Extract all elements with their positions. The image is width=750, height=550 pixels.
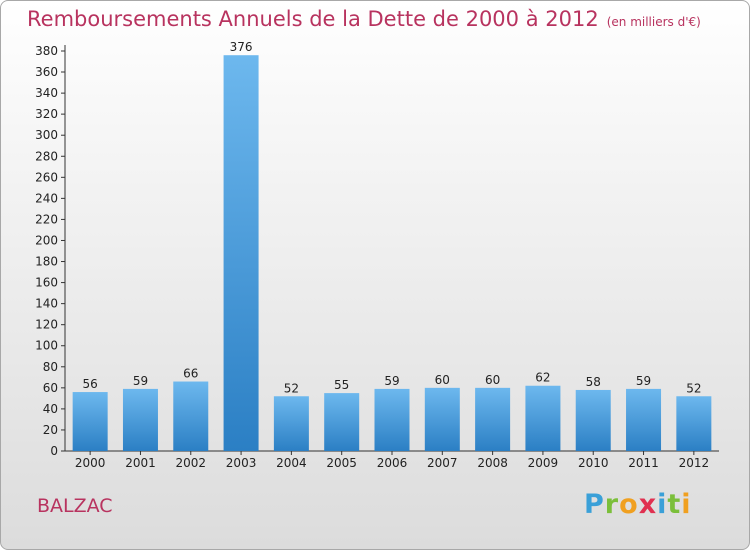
x-tick-label: 2004	[276, 456, 307, 470]
y-tick-label: 120	[35, 318, 58, 332]
data-label: 59	[384, 374, 399, 388]
x-tick-label: 2008	[477, 456, 508, 470]
y-tick-label: 220	[35, 212, 58, 226]
y-tick-label: 280	[35, 149, 58, 163]
data-label: 59	[636, 374, 651, 388]
data-label: 60	[485, 373, 500, 387]
data-label: 62	[535, 371, 550, 385]
commune-name: BALZAC	[37, 495, 113, 517]
data-label: 55	[334, 378, 349, 392]
bar	[273, 396, 309, 451]
data-label: 52	[284, 381, 299, 395]
y-tick-label: 140	[35, 297, 58, 311]
unit-note: (en milliers d'€)	[606, 15, 701, 29]
y-tick-label: 340	[35, 86, 58, 100]
x-tick-label: 2012	[679, 456, 710, 470]
logo-letter: P	[584, 489, 605, 520]
x-tick-label: 2011	[628, 456, 659, 470]
y-tick-label: 320	[35, 107, 58, 121]
bar	[525, 385, 561, 451]
x-tick-label: 2003	[226, 456, 257, 470]
bars	[72, 55, 712, 452]
x-tick-label: 2002	[175, 456, 206, 470]
data-label: 52	[686, 381, 701, 395]
y-tick-label: 380	[35, 44, 58, 58]
x-tick-label: 2009	[528, 456, 559, 470]
x-tick-label: 2010	[578, 456, 609, 470]
bar	[626, 388, 662, 451]
logo-letter: i	[657, 489, 668, 520]
chart-title: Remboursements Annuels de la Dette de 20…	[27, 7, 701, 31]
y-tick-label: 200	[35, 233, 58, 247]
y-tick-label: 60	[43, 381, 58, 395]
bar	[173, 381, 209, 451]
data-label: 60	[435, 373, 450, 387]
y-tick-label: 260	[35, 170, 58, 184]
y-tick-label: 80	[43, 360, 58, 374]
logo-letter: o	[619, 489, 639, 520]
x-tick-label: 2006	[377, 456, 408, 470]
bar	[424, 387, 460, 451]
bar	[72, 392, 108, 451]
y-tick-label: 100	[35, 339, 58, 353]
data-label: 59	[133, 374, 148, 388]
data-label: 376	[230, 40, 253, 54]
y-tick-label: 160	[35, 276, 58, 290]
value-labels: 56 59 66 376 52 55 59 60 60 62 58 59 52	[83, 40, 702, 395]
bar	[223, 55, 259, 452]
x-tick-label: 2001	[125, 456, 156, 470]
logo-letter: x	[638, 489, 658, 520]
logo-letter: t	[667, 489, 682, 520]
bar	[324, 393, 360, 451]
y-tick-label: 180	[35, 255, 58, 269]
logo-letter: i	[681, 489, 692, 520]
y-tick-label: 20	[43, 423, 58, 437]
title-text: Remboursements Annuels de la Dette de 20…	[27, 7, 599, 31]
bar	[122, 388, 158, 451]
logo-letter: r	[604, 489, 620, 520]
data-label: 56	[83, 377, 98, 391]
bar	[374, 388, 410, 451]
y-tick-label: 360	[35, 65, 58, 79]
x-tick-label: 2005	[326, 456, 357, 470]
proxiti-logo: Proxiti	[584, 489, 692, 520]
y-tick-label: 0	[50, 444, 58, 458]
x-tick-label: 2000	[75, 456, 106, 470]
bar	[575, 389, 611, 451]
x-tick-label: 2007	[427, 456, 458, 470]
data-label: 58	[586, 375, 601, 389]
bar	[676, 396, 712, 451]
y-tick-label: 300	[35, 128, 58, 142]
axes: 0 20 40 60 80 100 120 140 160 180 200 220 240 260 280 3…	[35, 44, 719, 470]
data-label: 66	[183, 367, 198, 381]
y-tick-label: 40	[43, 402, 58, 416]
bar	[475, 387, 511, 451]
y-tick-label: 240	[35, 191, 58, 205]
